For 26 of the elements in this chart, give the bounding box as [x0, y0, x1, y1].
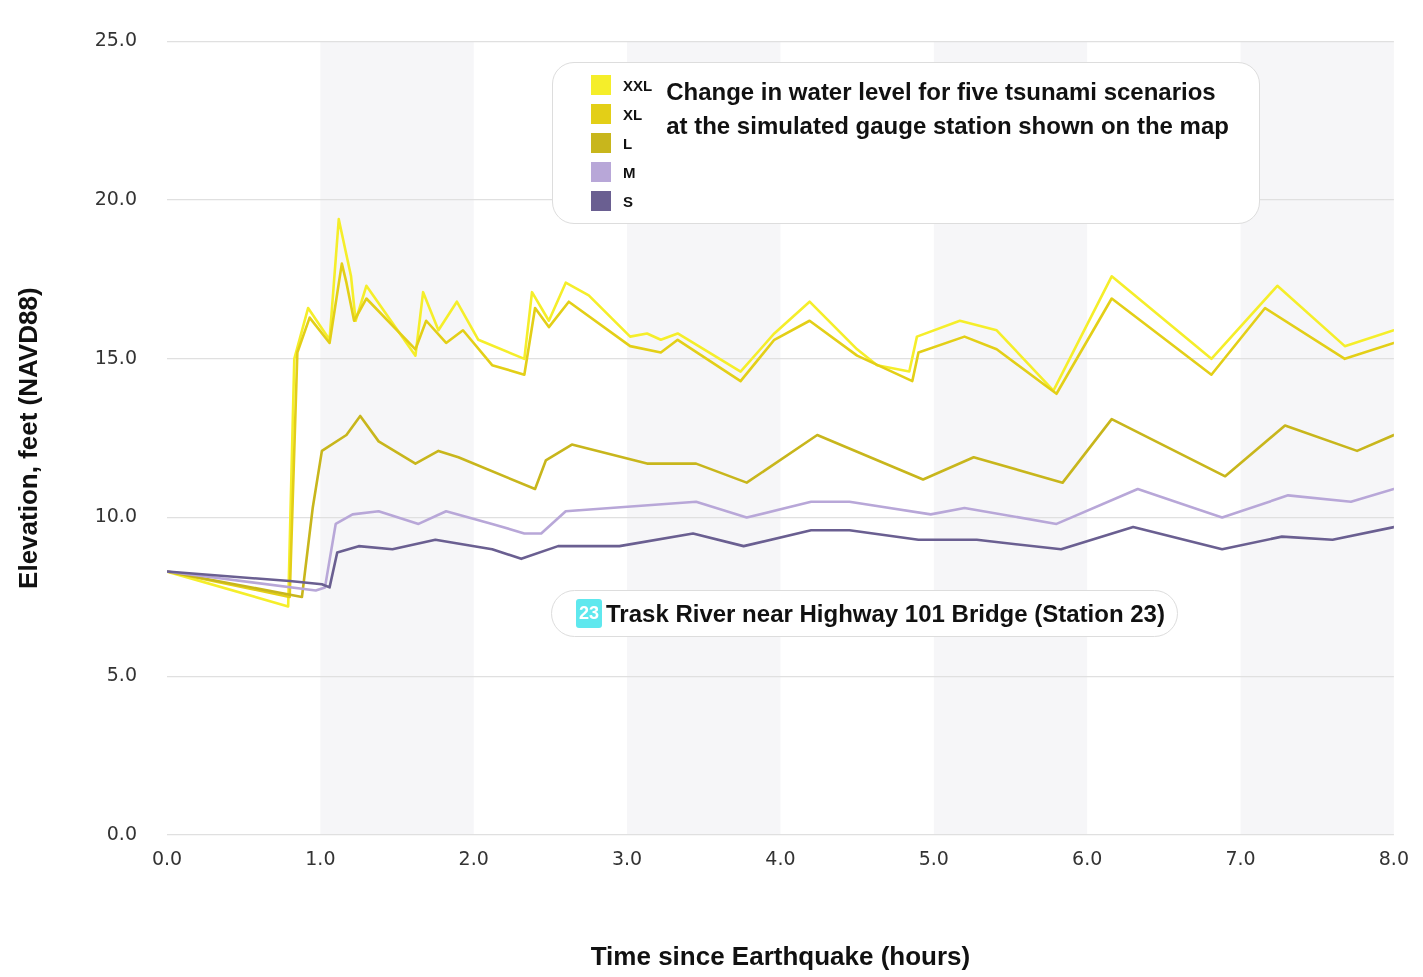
x-tick-label: 4.0 — [765, 847, 796, 870]
x-tick-label: 6.0 — [1072, 847, 1103, 870]
x-tick-label: 5.0 — [918, 847, 949, 870]
x-tick-label: 8.0 — [1378, 847, 1409, 870]
x-axis-title: Time since Earthquake (hours) — [590, 940, 971, 971]
y-axis-title: Elevation, feet (NAVD88) — [12, 287, 43, 589]
x-tick-label: 1.0 — [305, 847, 336, 870]
legend-label: L — [623, 134, 633, 152]
legend-label: S — [623, 192, 634, 210]
y-tick-label: 25.0 — [94, 28, 137, 51]
y-tick-label: 0.0 — [106, 821, 137, 844]
chart-title: Change in water level for five tsunami scenarios at the simulated gauge station shown on the map — [666, 78, 1229, 139]
x-tick-label: 2.0 — [458, 847, 489, 870]
legend-label: XXL — [623, 76, 653, 94]
legend-label: M — [623, 163, 636, 181]
x-tick-label: 7.0 — [1225, 847, 1256, 870]
x-tick-label: 3.0 — [611, 847, 643, 870]
y-tick-label: 20.0 — [94, 187, 137, 210]
legend-label: XL — [623, 105, 643, 123]
annotation: Trask River near Highway 101 Bridge (Station 23) — [606, 599, 1165, 628]
y-tick-label: 15.0 — [94, 345, 137, 368]
x-tick-label: 0.0 — [151, 847, 183, 870]
y-tick-label: 5.0 — [106, 663, 137, 686]
annotation: 23 — [576, 599, 603, 628]
station-label-panel: 23 Trask River near Highway 101 Bridge (Station 23) — [551, 590, 1178, 637]
y-tick-label: 10.0 — [94, 504, 137, 527]
